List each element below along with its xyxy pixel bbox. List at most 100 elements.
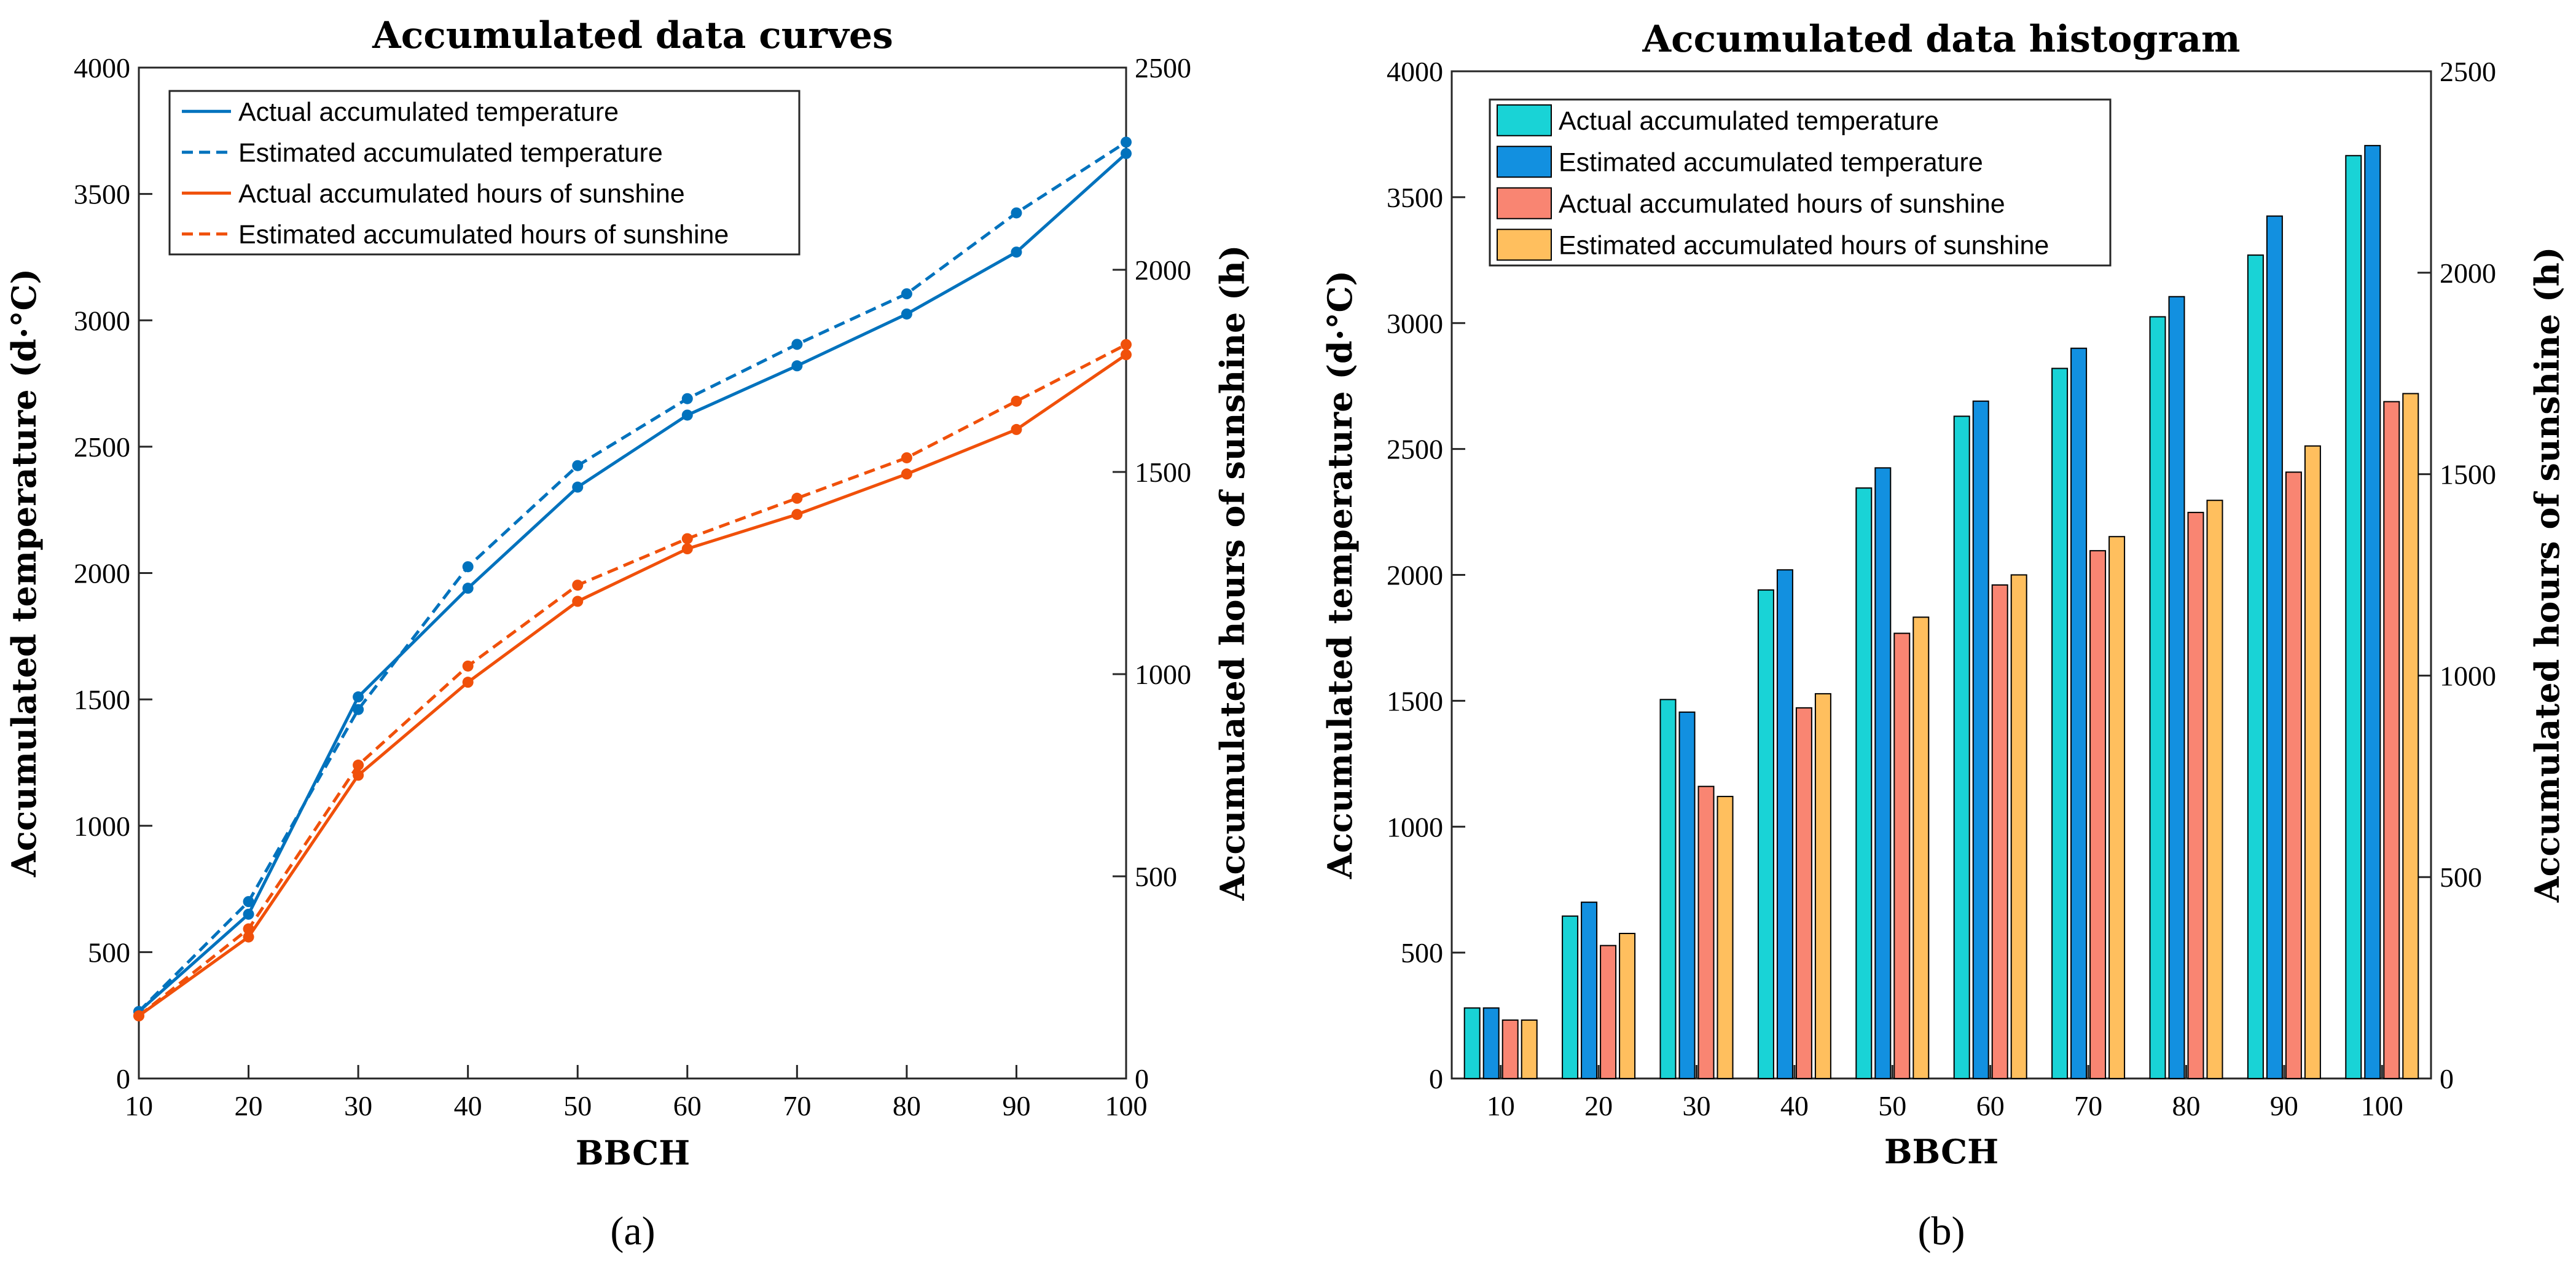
x-tick-label: 40 [454, 1090, 482, 1122]
chart-title: Accumulated data curves [372, 14, 893, 57]
bar [2187, 511, 2204, 1079]
bar [1972, 400, 1989, 1080]
data-point [462, 561, 474, 573]
y2-tick-label: 2000 [2440, 257, 2496, 289]
x-axis-label: BBCH [1884, 1132, 1999, 1171]
legend-entry: Estimated accumulated hours of sunshine [1559, 230, 2049, 260]
x-tick-label: 20 [235, 1090, 263, 1122]
panel-label: (a) [610, 1209, 655, 1254]
legend-box [1489, 98, 2112, 267]
data-point [133, 1010, 144, 1022]
y2-tick-label: 0 [2440, 1063, 2454, 1094]
bar [2070, 347, 2088, 1079]
data-point [901, 308, 912, 320]
x-tick-label: 50 [1878, 1090, 1906, 1122]
x-tick-label: 100 [1105, 1090, 1148, 1122]
data-point [681, 393, 693, 404]
legend-swatch-bar [1497, 146, 1552, 178]
data-point [681, 533, 693, 544]
data-point [901, 452, 912, 463]
y-tick-label: 2000 [74, 558, 130, 589]
data-point [462, 583, 474, 594]
data-point [243, 896, 254, 908]
x-tick-label: 80 [893, 1090, 921, 1122]
data-point [1011, 423, 1022, 435]
data-point [901, 468, 912, 480]
chart-title: Accumulated data histogram [1642, 18, 2241, 61]
y2-axis-label: Accumulated hours of sunshine (h) [2527, 247, 2567, 903]
y-tick-label: 2000 [1387, 560, 1443, 591]
x-tick-label: 90 [2270, 1090, 2298, 1122]
x-tick-label: 30 [344, 1090, 372, 1122]
y2-tick-label: 2500 [1135, 52, 1191, 84]
data-point [1011, 395, 1022, 407]
y-tick-label: 1500 [1387, 685, 1443, 717]
bar [1874, 467, 1892, 1079]
y-tick-label: 1500 [74, 684, 130, 715]
data-point [1121, 349, 1132, 361]
bar [1912, 616, 1930, 1079]
bar [1776, 569, 1793, 1079]
data-point [462, 677, 474, 688]
bar [1619, 932, 1636, 1080]
data-point [353, 704, 364, 715]
y-tick-label: 0 [1429, 1063, 1443, 1094]
y2-tick-label: 500 [2440, 862, 2482, 893]
legend-entry: Estimated accumulated temperature [1559, 147, 1983, 177]
x-tick-label: 50 [563, 1090, 592, 1122]
data-point [1011, 246, 1022, 258]
bar [1581, 902, 1598, 1080]
legend-entry: Actual accumulated temperature [1559, 106, 1939, 136]
y-tick-label: 500 [88, 937, 130, 968]
series-line [138, 353, 1127, 1018]
data-point [353, 760, 364, 771]
bar [2108, 536, 2126, 1079]
bar [1717, 796, 1734, 1079]
x-tick-label: 10 [1487, 1090, 1515, 1122]
x-tick-label: 10 [125, 1090, 153, 1122]
y-tick-label: 1000 [1387, 811, 1443, 843]
y2-tick-label: 1500 [1135, 457, 1191, 488]
bar [1855, 487, 1873, 1079]
bar [1562, 915, 1579, 1080]
bar [1795, 707, 1812, 1079]
data-point [243, 923, 254, 935]
bar [2266, 215, 2283, 1080]
bar [1501, 1019, 1519, 1079]
bar [2206, 500, 2223, 1079]
bar [1953, 415, 1970, 1079]
bar [2285, 471, 2302, 1079]
line-chart-panel: 0 500 1000 1500 2000 2500 3000 3500 4000 0 500 1000… [4, 14, 1252, 1254]
legend-box [168, 90, 801, 256]
data-point [243, 908, 254, 920]
y-tick-label: 3000 [74, 305, 130, 336]
bar [1697, 785, 1715, 1079]
legend-entry: Estimated accumulated hours of sunshine [238, 220, 729, 249]
x-tick-label: 40 [1780, 1090, 1809, 1122]
bar [1600, 945, 1617, 1079]
bar [2010, 574, 2027, 1079]
legend-swatch-bar [1497, 187, 1552, 219]
data-point [572, 460, 584, 471]
bar [1814, 693, 1831, 1079]
x-tick-label: 100 [2361, 1090, 2403, 1122]
bar [2089, 550, 2107, 1079]
bar [2247, 254, 2264, 1079]
y-tick-label: 3000 [1387, 308, 1443, 339]
series-line [138, 343, 1127, 1017]
data-point [1121, 147, 1132, 159]
y2-tick-label: 1000 [2440, 660, 2496, 691]
y-tick-label: 4000 [1387, 56, 1443, 87]
data-point [791, 360, 803, 372]
y2-axis-label: Accumulated hours of sunshine (h) [1213, 245, 1252, 902]
y2-tick-label: 2500 [2440, 56, 2496, 87]
bar [2402, 393, 2419, 1079]
data-point [1011, 207, 1022, 219]
bar [1463, 1007, 1481, 1080]
y2-tick-label: 1000 [1135, 659, 1191, 690]
bar [1757, 589, 1774, 1079]
y-tick-label: 4000 [74, 52, 130, 84]
bar [1521, 1019, 1538, 1079]
x-tick-label: 60 [1976, 1090, 2005, 1122]
